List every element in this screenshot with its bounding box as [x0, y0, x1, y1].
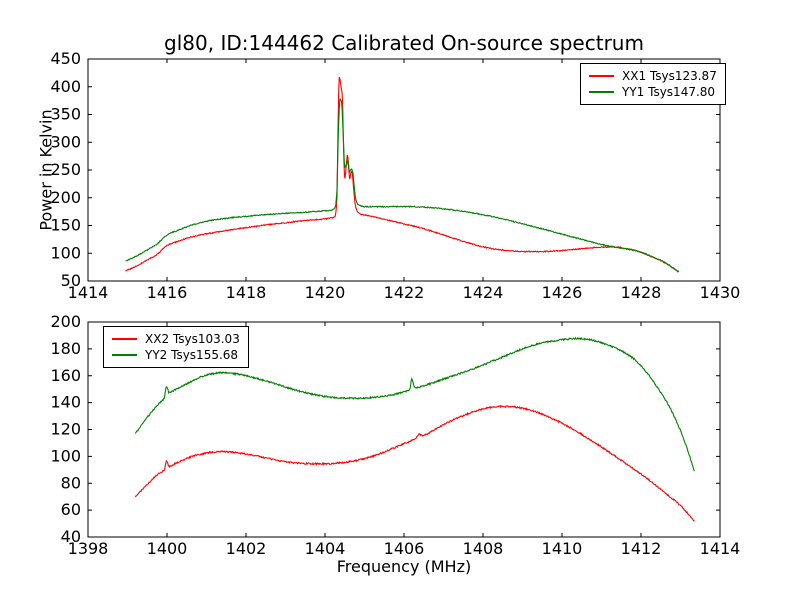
x-tick-label: 1402 [226, 539, 267, 558]
y-tick-label: 200 [50, 188, 81, 207]
y-tick-label: 450 [50, 49, 81, 68]
legend-line-swatch-yy2 [112, 354, 137, 356]
y-tick-label: 50 [61, 271, 81, 290]
legend-entry: YY2 Tsys155.68 [112, 347, 240, 363]
y-tick-label: 300 [50, 132, 81, 151]
legend-entry: XX2 Tsys103.03 [112, 331, 240, 347]
series-line-yy1 [125, 98, 680, 272]
x-tick-label: 1412 [621, 539, 662, 558]
legend-line-swatch-xx1 [589, 75, 614, 77]
y-tick-label: 180 [50, 339, 81, 358]
x-tick-label: 1414 [68, 283, 109, 302]
x-tick-label: 1428 [621, 283, 662, 302]
x-tick-label: 1422 [384, 283, 425, 302]
x-axis-label: Frequency (MHz) [336, 557, 472, 576]
y-tick-label: 160 [50, 366, 81, 385]
x-tick-label: 1416 [147, 283, 188, 302]
legend-top-plot: XX1 Tsys123.87 YY1 Tsys147.80 [580, 63, 726, 105]
legend-entry: XX1 Tsys123.87 [589, 68, 717, 84]
x-tick-label: 1408 [463, 539, 504, 558]
y-tick-label: 60 [61, 500, 81, 519]
series-line-xx2 [134, 405, 695, 522]
legend-label-yy2: YY2 Tsys155.68 [145, 348, 239, 362]
legend-label-xx1: XX1 Tsys123.87 [622, 69, 717, 83]
y-tick-label: 80 [61, 473, 81, 492]
x-tick-label: 1406 [384, 539, 425, 558]
y-tick-label: 250 [50, 160, 81, 179]
legend-entry: YY1 Tsys147.80 [589, 84, 717, 100]
x-tick-label: 1400 [147, 539, 188, 558]
legend-line-swatch-xx2 [112, 338, 137, 340]
y-tick-label: 100 [50, 243, 81, 262]
x-tick-label: 1418 [226, 283, 267, 302]
x-tick-label: 1414 [700, 539, 741, 558]
legend-label-yy1: YY1 Tsys147.80 [622, 85, 716, 99]
y-tick-label: 120 [50, 420, 81, 439]
y-tick-label: 100 [50, 446, 81, 465]
series-line-xx1 [125, 76, 680, 273]
x-tick-label: 1404 [305, 539, 346, 558]
y-tick-label: 150 [50, 216, 81, 235]
x-tick-label: 1420 [305, 283, 346, 302]
legend-line-swatch-yy1 [589, 91, 614, 93]
series-line-yy2 [134, 336, 695, 472]
plot-title: gl80, ID:144462 Calibrated On-source spe… [164, 31, 644, 55]
x-tick-label: 1424 [463, 283, 504, 302]
x-tick-label: 1398 [68, 539, 109, 558]
y-tick-label: 140 [50, 393, 81, 412]
y-tick-label: 40 [61, 527, 81, 546]
legend-bottom-plot: XX2 Tsys103.03 YY2 Tsys155.68 [103, 326, 249, 368]
legend-label-xx2: XX2 Tsys103.03 [145, 332, 240, 346]
x-tick-label: 1426 [542, 283, 583, 302]
y-tick-label: 200 [50, 312, 81, 331]
x-tick-label: 1430 [700, 283, 741, 302]
x-tick-label: 1410 [542, 539, 583, 558]
y-tick-label: 400 [50, 77, 81, 96]
y-tick-label: 350 [50, 105, 81, 124]
